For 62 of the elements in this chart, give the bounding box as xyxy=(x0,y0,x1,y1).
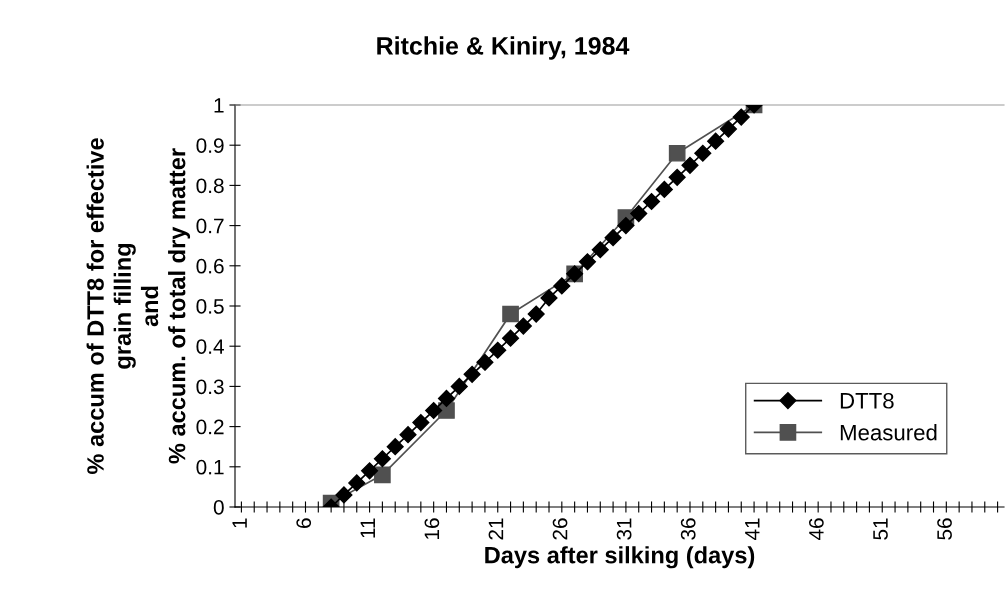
point xyxy=(348,474,366,492)
x-tick-label: 6 xyxy=(296,518,312,528)
x-tick-label: 46 xyxy=(809,518,824,541)
y-tick-label: 0.8 xyxy=(196,178,224,194)
y-axis-title: % accum of DTT8 for effective grain filling and % accum. of total dry matter xyxy=(86,138,191,474)
point xyxy=(707,132,725,150)
x-tick-label: 56 xyxy=(937,518,952,540)
point xyxy=(540,289,558,307)
point xyxy=(527,305,545,323)
y-tick-label: 0.4 xyxy=(196,339,224,354)
point xyxy=(719,120,737,138)
point xyxy=(450,377,468,395)
point xyxy=(425,401,443,420)
x-tick-label: 11 xyxy=(360,518,375,538)
legend-label: DTT8 xyxy=(840,392,894,409)
x-tick-label: 21 xyxy=(488,518,504,540)
y-tick-label: 0.9 xyxy=(196,138,224,153)
point xyxy=(578,253,597,271)
y-tick-label: 0.5 xyxy=(196,299,224,314)
x-tick-label: 51 xyxy=(873,518,888,540)
point xyxy=(514,317,532,335)
point xyxy=(399,426,417,444)
y-tick-label: 0.7 xyxy=(196,218,224,234)
x-tick-label: 36 xyxy=(680,518,696,540)
x-tick-label: 31 xyxy=(616,518,632,540)
point xyxy=(604,229,622,247)
point xyxy=(681,156,699,174)
point xyxy=(374,466,391,484)
point xyxy=(489,341,507,359)
point xyxy=(373,450,391,468)
point xyxy=(386,438,404,456)
legend-label: Measured xyxy=(840,424,937,441)
y-tick-label: 0.1 xyxy=(196,459,224,475)
point xyxy=(591,241,609,259)
point xyxy=(642,192,661,211)
point xyxy=(668,168,686,186)
point xyxy=(335,486,353,504)
point xyxy=(694,144,712,162)
x-axis-title: Days after silking (days) xyxy=(485,546,755,569)
x-tick-label: 16 xyxy=(424,518,440,539)
point xyxy=(412,414,430,432)
point xyxy=(437,389,456,408)
y-tick-label: 0.6 xyxy=(196,258,224,274)
point xyxy=(502,329,520,347)
point xyxy=(655,180,673,198)
y-tick-label: 0.2 xyxy=(196,419,224,435)
point xyxy=(553,277,571,295)
point xyxy=(463,365,481,383)
x-tick-label: 26 xyxy=(552,518,568,540)
point xyxy=(361,462,379,480)
chart-title: Ritchie & Kiniry, 1984 xyxy=(377,36,630,60)
x-tick-label: 41 xyxy=(745,518,760,541)
point xyxy=(668,144,686,162)
point xyxy=(502,305,519,323)
point xyxy=(630,204,648,223)
y-tick-label: 0 xyxy=(213,500,224,515)
point xyxy=(476,353,494,371)
point xyxy=(617,217,635,235)
x-tick-label: 1 xyxy=(232,518,247,528)
point xyxy=(732,108,750,126)
y-tick-label: 1 xyxy=(214,98,224,113)
y-tick-label: 0.3 xyxy=(196,379,224,395)
